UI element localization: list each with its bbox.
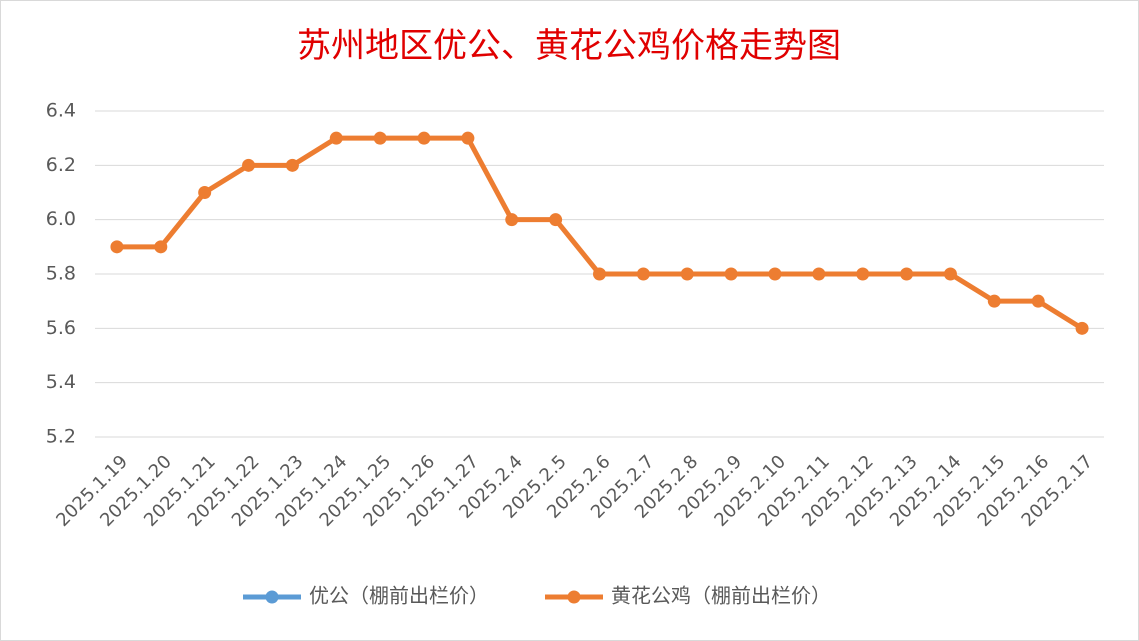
marker (373, 131, 387, 145)
y-tick-label: 5.8 (46, 263, 76, 285)
marker (987, 294, 1001, 308)
legend-marker (265, 590, 279, 604)
marker (593, 267, 606, 281)
y-tick-label: 5.2 (46, 426, 76, 448)
marker (636, 267, 650, 281)
marker (505, 213, 519, 227)
y-tick-label: 6.4 (46, 100, 76, 122)
marker (285, 158, 299, 172)
marker (900, 267, 914, 281)
marker (768, 267, 782, 281)
marker (812, 267, 826, 281)
marker (242, 158, 256, 172)
y-tick-label: 6.2 (46, 154, 76, 176)
legend-label: 优公（棚前出栏价） (309, 584, 489, 608)
marker (724, 267, 738, 281)
marker (461, 131, 475, 145)
marker (943, 267, 957, 281)
marker (680, 267, 694, 281)
y-tick-label: 5.4 (46, 371, 76, 393)
legend-label: 黄花公鸡（棚前出栏价） (611, 584, 831, 608)
marker (856, 267, 870, 281)
legend-marker (567, 590, 581, 604)
marker (417, 131, 431, 145)
marker (329, 131, 343, 145)
chart-title: 苏州地区优公、黄花公鸡价格走势图 (297, 26, 841, 66)
y-tick-label: 6.0 (46, 208, 76, 230)
marker (198, 186, 212, 199)
marker (1075, 321, 1089, 335)
marker (549, 213, 563, 227)
marker (154, 240, 168, 254)
marker (1031, 294, 1045, 308)
y-tick-label: 5.6 (46, 317, 76, 339)
marker (110, 240, 124, 254)
